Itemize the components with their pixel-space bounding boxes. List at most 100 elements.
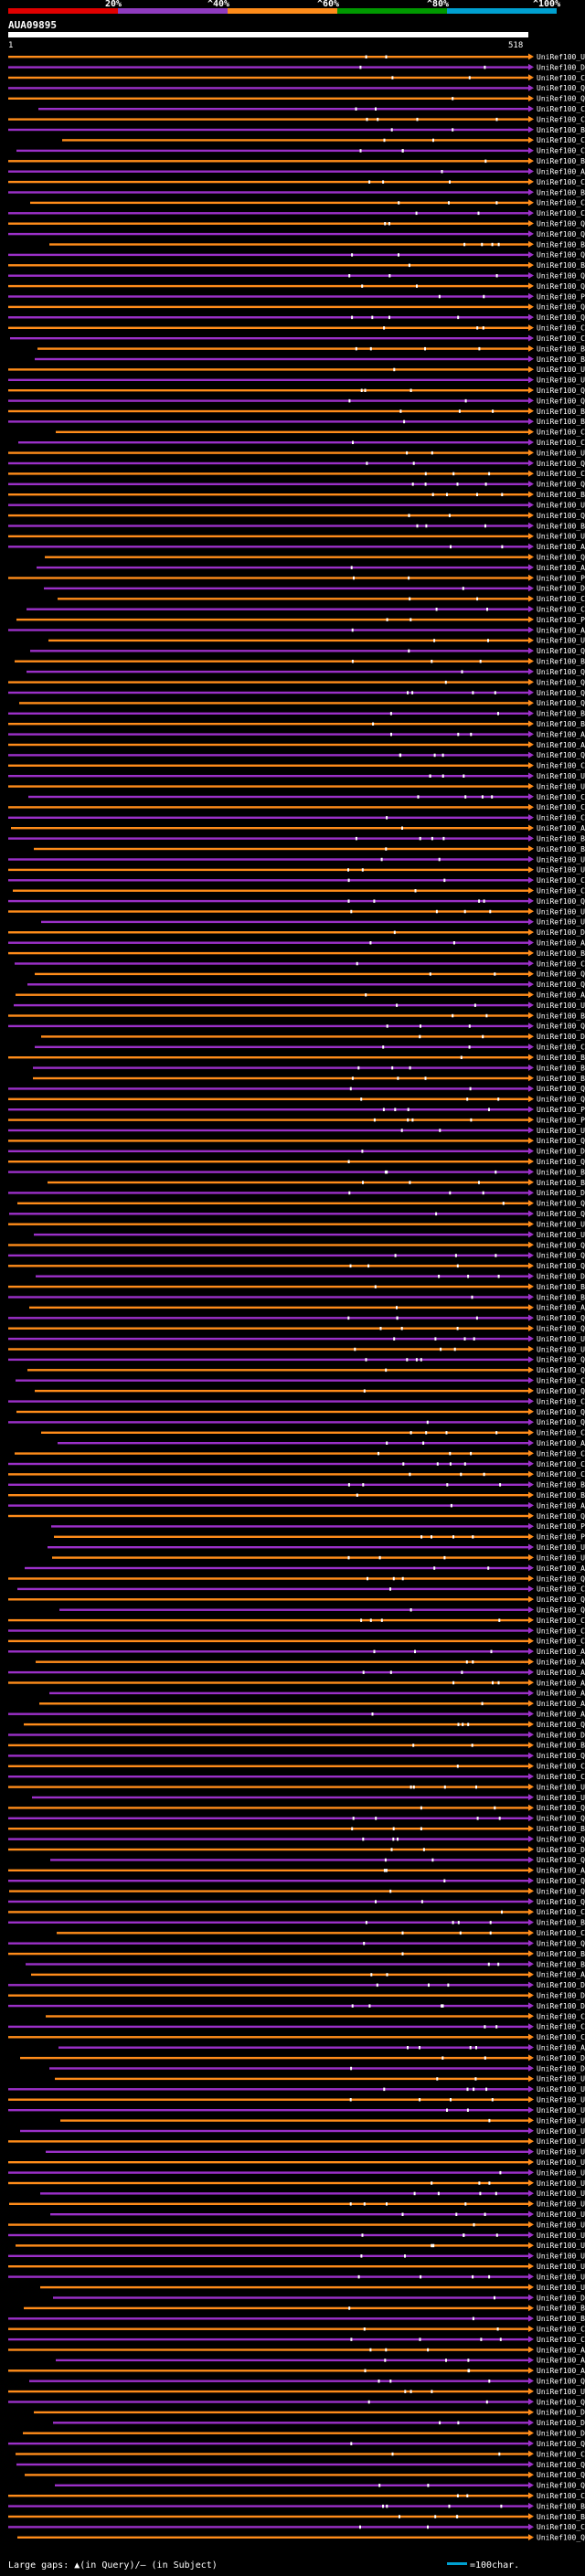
hit-row[interactable]: UniRef100_A9P3B7 [36, 1659, 585, 1667]
hit-label[interactable]: UniRef100_UP1000… [537, 2388, 585, 2396]
hit-label[interactable]: UniRef100_P23246-2 [537, 1106, 585, 1114]
hit-bar[interactable] [57, 1932, 528, 1935]
hit-row[interactable]: UniRef100_B9RLA3 [8, 2502, 585, 2510]
hit-label[interactable]: UniRef100_C1EA37 [537, 429, 585, 437]
hit-bar[interactable] [8, 1161, 528, 1163]
hit-bar[interactable] [16, 2453, 528, 2455]
hit-bar[interactable] [8, 493, 528, 496]
hit-label[interactable]: UniRef100_B4IVL8 [537, 1742, 585, 1750]
hit-bar[interactable] [8, 1140, 528, 1142]
hit-row[interactable]: UniRef100_Q1DK01 [8, 1835, 585, 1843]
hit-label[interactable]: UniRef100_Q9LH96 [537, 2398, 585, 2406]
hit-bar[interactable] [8, 482, 528, 485]
hit-bar[interactable] [8, 2505, 528, 2507]
hit-row[interactable]: UniRef100_UP1000… [8, 2388, 585, 2396]
hit-row[interactable]: UniRef100_Q9Y3W2 [29, 2378, 585, 2386]
hit-row[interactable]: UniRef100_Q1J520 [8, 1898, 585, 1906]
hit-bar[interactable] [15, 660, 528, 663]
hit-label[interactable]: UniRef100_B9FY87 [537, 720, 585, 728]
hit-label[interactable]: UniRef100_Q49134 [537, 2482, 585, 2490]
hit-bar[interactable] [8, 2171, 528, 2174]
hit-row[interactable]: UniRef100_Q3DFZ9 [8, 1940, 585, 1948]
hit-row[interactable]: UniRef100_D4A239 [8, 928, 585, 937]
hit-bar[interactable] [8, 1817, 528, 1819]
hit-row[interactable]: UniRef100_Q9I5H4 [50, 1856, 585, 1864]
hit-label[interactable]: UniRef100_UP1000… [537, 2075, 585, 2083]
hit-bar[interactable] [8, 1024, 528, 1028]
hit-row[interactable]: UniRef100_P11405 [54, 1533, 585, 1542]
hit-row[interactable]: UniRef100_C4V8V5 [16, 1377, 585, 1385]
hit-row[interactable]: UniRef100_C2H4B1 [46, 2012, 585, 2020]
hit-row[interactable]: UniRef100_B1YPT1 [24, 2305, 585, 2313]
hit-bar[interactable] [30, 650, 528, 652]
hit-row[interactable]: UniRef100_D4VIC5 [20, 2054, 585, 2062]
hit-row[interactable]: UniRef100_A6PSB6 [11, 824, 585, 832]
hit-bar[interactable] [8, 1296, 528, 1299]
hit-label[interactable]: UniRef100_B3WHF4 [537, 658, 585, 666]
hit-bar[interactable] [55, 2077, 528, 2081]
hit-label[interactable]: UniRef100_D0QS01 [537, 2409, 585, 2417]
hit-label[interactable]: UniRef100_C5R7N8 [537, 1449, 585, 1458]
hit-label[interactable]: UniRef100_UP1000… [537, 2189, 585, 2198]
hit-row[interactable]: UniRef100_B3M929 [37, 345, 585, 353]
hit-bar[interactable] [41, 1431, 528, 1434]
hit-label[interactable]: UniRef100_Q9Y3W2 [537, 2378, 585, 2386]
hit-label[interactable]: UniRef100_Q1FP18 [537, 699, 585, 707]
hit-row[interactable]: UniRef100_A2QQW4 [58, 2044, 585, 2052]
hit-label[interactable]: UniRef100_Q3K052 [537, 1887, 585, 1895]
hit-row[interactable]: UniRef100_Q07UW8 [8, 1574, 585, 1583]
hit-label[interactable]: UniRef100_UP1000… [537, 782, 585, 790]
hit-row[interactable]: UniRef100_C7BQ30 [38, 105, 585, 113]
hit-label[interactable]: UniRef100_A9P3B9 [537, 1439, 585, 1447]
hit-bar[interactable] [26, 1963, 528, 1966]
hit-label[interactable]: UniRef100_B9HWP9 [537, 1168, 585, 1176]
hit-bar[interactable] [17, 2536, 528, 2539]
hit-bar[interactable] [8, 222, 528, 225]
hit-bar[interactable] [8, 1598, 528, 1601]
hit-label[interactable]: UniRef100_A9TWW3 [537, 1648, 585, 1656]
hit-label[interactable]: UniRef100_A6JFD4 [537, 741, 585, 749]
hit-row[interactable]: UniRef100_A9P3A9 [49, 1690, 585, 1698]
hit-bar[interactable] [8, 420, 528, 423]
hit-label[interactable]: UniRef100_UP1000… [537, 2200, 585, 2209]
hit-bar[interactable] [8, 1754, 528, 1757]
hit-bar[interactable] [8, 2265, 528, 2268]
hit-row[interactable]: UniRef100_Q6ZD62 [8, 272, 585, 281]
hit-row[interactable]: UniRef100_C1MZS3 [8, 2326, 585, 2334]
hit-bar[interactable] [38, 108, 528, 111]
hit-row[interactable]: UniRef100_Q55B69 [27, 981, 585, 989]
hit-bar[interactable] [8, 1869, 528, 1871]
hit-row[interactable]: UniRef100_A0Y2E4 [8, 1501, 585, 1510]
hit-row[interactable]: UniRef100_A7J7R9 [8, 939, 585, 948]
hit-row[interactable]: UniRef100_UP1000… [8, 866, 585, 875]
hit-bar[interactable] [8, 1952, 528, 1956]
hit-row[interactable]: UniRef100_C7J2E5 [8, 2492, 585, 2500]
hit-bar[interactable] [8, 2233, 528, 2237]
hit-label[interactable]: UniRef100_UP1000… [537, 1794, 585, 1802]
hit-row[interactable]: UniRef100_D4FX63 [8, 1981, 585, 1989]
hit-bar[interactable] [48, 1546, 528, 1549]
hit-bar[interactable] [8, 2088, 528, 2091]
hit-bar[interactable] [35, 357, 528, 361]
hit-bar[interactable] [53, 2296, 528, 2299]
hit-label[interactable]: UniRef100_C4F4X4 [537, 136, 585, 144]
hit-row[interactable]: UniRef100_C1VDD0 [18, 439, 585, 447]
hit-label[interactable]: UniRef100_Q5KC25 [537, 1752, 585, 1760]
hit-bar[interactable] [8, 931, 528, 934]
hit-row[interactable]: UniRef100_B8RK03 [8, 710, 585, 718]
hit-label[interactable]: UniRef100_B4VBD0 [537, 2315, 585, 2323]
hit-row[interactable]: UniRef100_C4L3W8 [16, 147, 585, 155]
hit-row[interactable]: UniRef100_A5PT83 [29, 1304, 585, 1312]
hit-row[interactable]: UniRef100_C5YTE8 [58, 595, 585, 603]
hit-bar[interactable] [50, 2213, 528, 2216]
hit-label[interactable]: UniRef100_UP1000… [537, 449, 585, 457]
hit-label[interactable]: UniRef100_Q5LT94 [537, 2471, 585, 2479]
hit-bar[interactable] [35, 1045, 528, 1048]
hit-label[interactable]: UniRef100_C3YNB8 [537, 2336, 585, 2344]
hit-label[interactable]: UniRef100_B8PFG8 [537, 126, 585, 134]
hit-bar[interactable] [8, 1786, 528, 1788]
hit-label[interactable]: UniRef100_A6TEX2 [537, 626, 585, 634]
hit-row[interactable]: UniRef100_D4K285 [8, 63, 585, 71]
hit-bar[interactable] [8, 1776, 528, 1778]
hit-row[interactable]: UniRef100_Q5LT94 [25, 2471, 585, 2479]
